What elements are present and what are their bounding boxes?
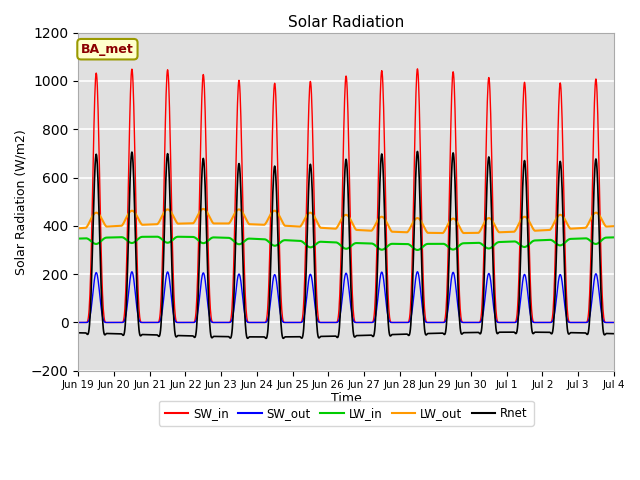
SW_in xyxy=(499,320,507,325)
SW_out xyxy=(609,320,617,325)
Rnet xyxy=(429,331,437,336)
Rnet xyxy=(262,336,270,341)
Line: LW_out: LW_out xyxy=(78,209,613,233)
LW_in xyxy=(194,237,202,242)
SW_in xyxy=(74,320,82,325)
SW_in xyxy=(413,66,421,72)
LW_in xyxy=(253,236,261,242)
LW_in xyxy=(181,234,189,240)
LW_in xyxy=(499,239,507,245)
Line: SW_out: SW_out xyxy=(78,272,613,323)
SW_in xyxy=(429,320,437,325)
LW_in xyxy=(413,247,421,253)
LW_out xyxy=(253,222,261,228)
LW_in xyxy=(154,234,161,240)
LW_in xyxy=(429,241,437,247)
LW_out xyxy=(499,229,507,235)
SW_out xyxy=(429,320,437,325)
Rnet xyxy=(547,330,554,336)
SW_out xyxy=(74,320,82,325)
SW_out xyxy=(180,320,188,325)
Legend: SW_in, SW_out, LW_in, LW_out, Rnet: SW_in, SW_out, LW_in, LW_out, Rnet xyxy=(159,401,534,426)
LW_out xyxy=(200,206,207,212)
Rnet xyxy=(413,148,421,154)
LW_out xyxy=(439,230,447,236)
LW_out xyxy=(74,225,82,231)
SW_in xyxy=(193,282,201,288)
Rnet xyxy=(253,334,261,340)
LW_in xyxy=(547,237,554,243)
Rnet xyxy=(180,333,188,338)
Title: Solar Radiation: Solar Radiation xyxy=(288,15,404,30)
SW_in xyxy=(180,320,188,325)
Text: BA_met: BA_met xyxy=(81,43,134,56)
LW_out xyxy=(193,214,201,219)
LW_in xyxy=(609,235,617,240)
SW_out xyxy=(547,320,554,325)
Y-axis label: Solar Radiation (W/m2): Solar Radiation (W/m2) xyxy=(15,129,28,275)
Rnet xyxy=(499,329,507,335)
Line: SW_in: SW_in xyxy=(78,69,613,323)
SW_in xyxy=(547,320,554,325)
Line: LW_in: LW_in xyxy=(78,237,613,250)
LW_out xyxy=(609,223,617,229)
SW_in xyxy=(253,320,261,325)
SW_out xyxy=(253,320,261,325)
SW_out xyxy=(499,320,507,325)
SW_in xyxy=(609,320,617,325)
Rnet xyxy=(74,330,82,336)
Rnet xyxy=(193,312,201,318)
SW_out xyxy=(413,269,421,275)
X-axis label: Time: Time xyxy=(331,392,362,405)
LW_out xyxy=(429,230,437,236)
LW_out xyxy=(547,227,554,232)
Rnet xyxy=(609,331,617,336)
LW_out xyxy=(180,221,188,227)
Line: Rnet: Rnet xyxy=(78,151,613,338)
LW_in xyxy=(74,236,82,241)
SW_out xyxy=(193,312,201,318)
